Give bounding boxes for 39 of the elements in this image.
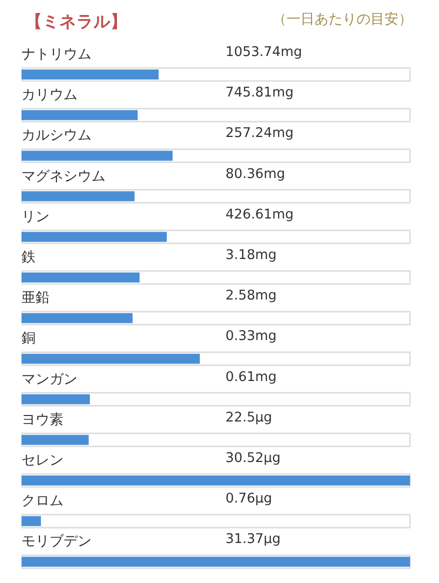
- annotation: 31.37μg: [226, 532, 281, 548]
- y-tick-label: ヨウ素: [22, 412, 64, 428]
- y-tick-label: 亜鉛: [22, 290, 50, 306]
- annotation: 30.52μg: [226, 451, 281, 466]
- annotation: 257.24mg: [226, 126, 294, 142]
- annotation: 3.18mg: [226, 248, 277, 263]
- bar: [22, 232, 167, 242]
- bar: [22, 150, 173, 161]
- chart-subtitle: （一日あたりの目安）: [272, 12, 412, 28]
- annotation: 0.33mg: [226, 329, 277, 344]
- y-tick-label: マグネシウム: [22, 168, 106, 184]
- bar: [22, 394, 90, 404]
- y-tick-label: 銅: [22, 330, 36, 347]
- bar: [22, 191, 135, 202]
- annotation: 1053.74mg: [226, 45, 302, 60]
- chart-title: 【ミネラル】: [26, 12, 128, 31]
- annotation: 0.76μg: [226, 492, 272, 507]
- bar: [22, 354, 200, 364]
- y-tick-label: セレン: [22, 452, 64, 468]
- y-tick-label: リン: [22, 208, 50, 225]
- bar: [22, 70, 159, 80]
- y-tick-label: マンガン: [22, 371, 78, 388]
- bar: [22, 110, 138, 120]
- y-tick-label: ナトリウム: [22, 46, 92, 62]
- bar: [22, 272, 140, 282]
- bar: [22, 516, 41, 526]
- y-tick-label: モリブデン: [22, 534, 92, 550]
- annotation: 2.58mg: [226, 288, 277, 304]
- annotation: 22.5μg: [226, 410, 272, 426]
- bar: [22, 313, 133, 324]
- annotation: 426.61mg: [226, 207, 294, 222]
- annotation: 0.61mg: [226, 370, 277, 385]
- y-tick-label: カリウム: [22, 87, 78, 104]
- y-tick-label: カルシウム: [22, 128, 92, 144]
- annotation: 80.36mg: [226, 166, 286, 182]
- bar: [22, 434, 89, 445]
- y-tick-label: クロム: [22, 493, 64, 510]
- y-tick-label: 鉄: [22, 250, 36, 266]
- annotation: 745.81mg: [226, 86, 294, 101]
